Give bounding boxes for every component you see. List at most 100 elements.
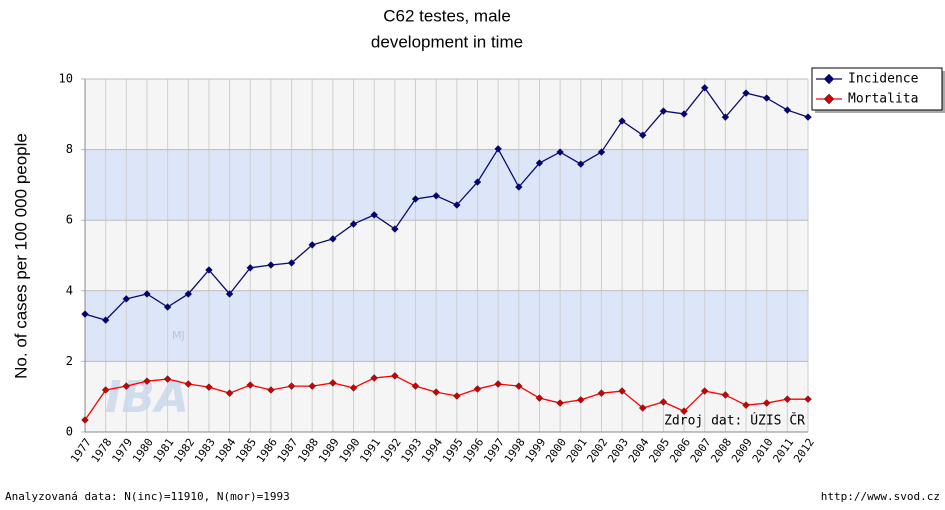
point: [411, 382, 420, 390]
source-label: Zdroj dat: ÚZIS ČR: [664, 413, 805, 429]
point: [762, 94, 771, 102]
point: [618, 387, 626, 395]
y-tick-label: 0: [66, 425, 73, 439]
point: [762, 399, 771, 407]
point: [81, 416, 89, 424]
point: [535, 159, 544, 167]
point: [700, 83, 709, 92]
x-tick-label: 1989: [316, 436, 342, 465]
point: [287, 382, 296, 390]
point: [721, 391, 730, 399]
point: [576, 160, 585, 168]
point: [143, 377, 151, 386]
footer-left: Analyzovaná data: N(inc)=11910, N(mor)=1…: [5, 490, 290, 503]
x-tick-label: 1991: [357, 436, 383, 465]
point: [514, 382, 523, 390]
point: [391, 225, 399, 233]
y-tick-label: 8: [66, 142, 73, 156]
point: [370, 211, 379, 219]
point: [452, 201, 461, 209]
x-tick-label: 1980: [130, 436, 156, 465]
x-tick-label: 2000: [543, 436, 569, 465]
chart-subtitle: development in time: [371, 32, 523, 51]
x-tick-label: 1999: [523, 436, 549, 465]
x-tick-label: 1996: [461, 436, 487, 465]
point: [349, 220, 358, 228]
legend-label: Incidence: [848, 72, 919, 87]
x-tick-label: 1977: [68, 436, 94, 465]
point: [721, 113, 730, 121]
legend-box: [811, 67, 943, 111]
point: [349, 384, 358, 392]
point: [638, 404, 647, 412]
x-tick-label: 1993: [399, 436, 425, 465]
band: [85, 149, 808, 221]
point: [81, 310, 89, 318]
x-tick-label: 1978: [89, 436, 115, 465]
x-tick-label: 1994: [419, 436, 445, 465]
point: [783, 106, 792, 114]
x-tick-label: 1998: [502, 436, 528, 465]
x-tick-label: 2005: [646, 436, 672, 465]
x-tick-label: 2003: [605, 436, 631, 465]
point: [452, 392, 461, 400]
x-tick-label: 1987: [275, 436, 301, 465]
series-line: [84, 375, 808, 421]
x-tick-label: 1995: [440, 436, 466, 465]
point: [494, 145, 502, 153]
point: [659, 107, 668, 115]
point: [267, 386, 275, 394]
point: [494, 380, 502, 388]
x-tick-label: 1982: [171, 436, 197, 465]
point: [804, 395, 812, 404]
point: [122, 295, 131, 303]
x-tick-label: 1986: [254, 436, 280, 465]
y-tick-label: 2: [66, 354, 73, 368]
point: [597, 389, 606, 398]
x-tick-label: 1990: [337, 436, 363, 465]
point: [329, 379, 337, 387]
point: [514, 183, 523, 191]
point: [184, 380, 193, 388]
footer-right: http://www.svod.cz: [821, 490, 940, 503]
x-tick-label: 2006: [667, 436, 693, 465]
point: [246, 381, 255, 389]
band: [85, 361, 808, 432]
watermark: MJ: [172, 329, 185, 342]
x-tick-label: 2007: [688, 436, 714, 465]
point: [329, 235, 337, 243]
x-tick-label: 1984: [213, 436, 239, 465]
point: [411, 195, 420, 203]
x-tick-label: 2008: [708, 436, 734, 465]
point: [225, 389, 234, 398]
point: [370, 374, 379, 382]
point: [143, 290, 151, 298]
point: [432, 191, 441, 200]
point: [246, 264, 255, 272]
point: [267, 261, 275, 269]
point: [101, 386, 110, 394]
band: [85, 290, 808, 362]
x-tick-label: 2009: [729, 436, 755, 465]
x-tick-label: 1979: [109, 436, 135, 465]
x-tick-label: 1981: [151, 436, 177, 465]
x-tick-label: 1992: [378, 436, 404, 465]
point: [742, 401, 750, 410]
point: [638, 131, 647, 139]
point: [184, 290, 193, 298]
point: [535, 394, 544, 402]
x-tick-label: 2012: [791, 436, 817, 465]
point: [597, 148, 606, 156]
point: [473, 385, 482, 393]
x-tick-label: 1997: [481, 436, 507, 465]
point: [556, 399, 564, 407]
y-axis-label: No. of cases per 100 000 people: [11, 133, 30, 379]
band: [85, 220, 808, 291]
y-tick-label: 6: [66, 213, 73, 227]
band: [85, 79, 808, 150]
point: [308, 382, 317, 390]
point: [473, 178, 482, 186]
point: [618, 117, 626, 125]
x-tick-label: 1988: [295, 436, 321, 465]
point: [576, 396, 585, 404]
